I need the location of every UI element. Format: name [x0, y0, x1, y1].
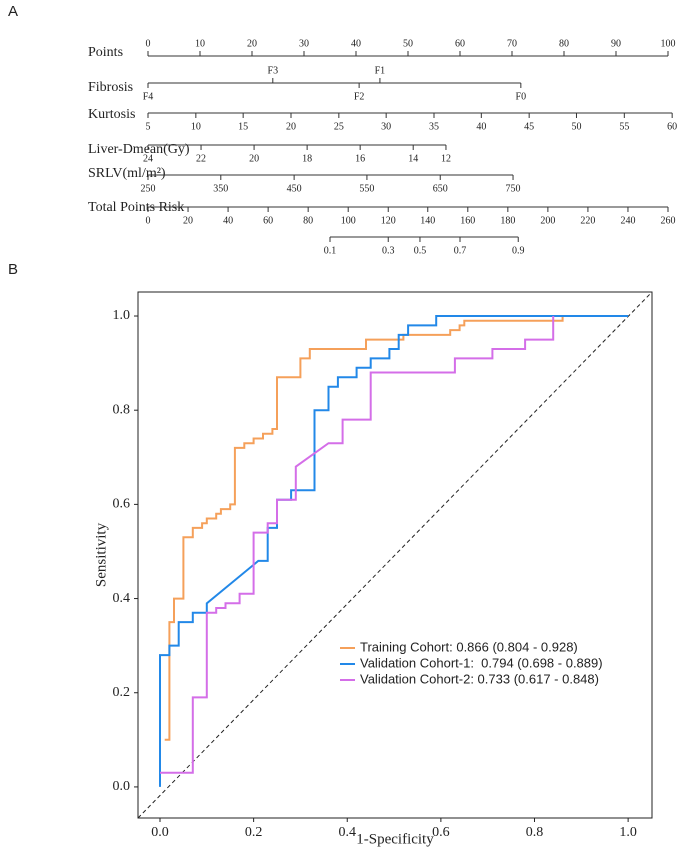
tick-label: 550	[359, 183, 374, 194]
y-tick-label: 0.8	[113, 402, 131, 417]
tick-label: F3	[268, 65, 279, 76]
y-tick-label: 1.0	[113, 308, 131, 323]
tick-label: 0.9	[512, 245, 525, 256]
y-tick-label: 0.4	[113, 591, 131, 606]
tick-label: 10	[195, 38, 205, 49]
row-name: Fibrosis	[88, 80, 133, 95]
y-tick-label: 0.2	[113, 685, 131, 700]
tick-label: 16	[355, 153, 365, 164]
plot-frame	[137, 291, 653, 819]
tick-label: 18	[302, 153, 312, 164]
tick-label: 650	[433, 183, 448, 194]
tick-label: 20	[247, 38, 257, 49]
tick-label: 450	[287, 183, 302, 194]
tick-label: 220	[580, 215, 595, 226]
tick-label: 14	[408, 153, 418, 164]
x-tick-label: 0.8	[526, 825, 544, 840]
tick-label: F0	[516, 91, 527, 102]
tick-label: 120	[381, 215, 396, 226]
tick-label: 260	[661, 215, 676, 226]
tick-label: 20	[249, 153, 259, 164]
y-axis-label: Sensitivity	[93, 522, 109, 587]
tick-label: 5	[146, 121, 151, 132]
tick-label: 90	[611, 38, 621, 49]
tick-label: 15	[238, 121, 248, 132]
tick-label: F4	[143, 91, 154, 102]
tick-label: 50	[571, 121, 581, 132]
tick-label: 0.1	[324, 245, 337, 256]
tick-label: 30	[381, 121, 391, 132]
row-name: SRLV(ml/m²)	[88, 166, 166, 181]
tick-label: 35	[429, 121, 439, 132]
x-tick-label: 1.0	[619, 825, 637, 840]
tick-label: 24	[143, 153, 153, 164]
x-tick-label: 0.6	[432, 825, 450, 840]
tick-label: 25	[334, 121, 344, 132]
tick-label: 180	[500, 215, 515, 226]
roc-curve	[159, 315, 629, 787]
tick-label: F1	[375, 65, 386, 76]
tick-label: 100	[341, 215, 356, 226]
y-tick-label: 0.6	[113, 497, 131, 512]
legend-label: Training Cohort: 0.866 (0.804 - 0.928)	[360, 639, 578, 654]
tick-label: 140	[420, 215, 435, 226]
row-name: Total Points Risk	[88, 200, 184, 215]
y-tick-label: 0.0	[113, 779, 131, 794]
tick-label: 60	[263, 215, 273, 226]
tick-label: 55	[619, 121, 629, 132]
tick-label: 0	[146, 38, 151, 49]
tick-label: 45	[524, 121, 534, 132]
legend-label: Validation Cohort-1: 0.794 (0.698 - 0.88…	[360, 655, 603, 670]
legend-label: Validation Cohort-2: 0.733 (0.617 - 0.84…	[360, 671, 599, 686]
tick-label: 0.3	[382, 245, 395, 256]
tick-label: 20	[286, 121, 296, 132]
tick-label: 0	[146, 215, 151, 226]
tick-label: 100	[661, 38, 676, 49]
tick-label: 60	[455, 38, 465, 49]
tick-label: 80	[303, 215, 313, 226]
tick-label: 350	[213, 183, 228, 194]
roc-curve	[160, 316, 555, 774]
tick-label: 250	[141, 183, 156, 194]
tick-label: 40	[223, 215, 233, 226]
roc-curve	[164, 316, 564, 741]
tick-label: 0.5	[414, 245, 427, 256]
panel-label: A	[8, 3, 18, 20]
tick-label: 12	[441, 153, 451, 164]
x-axis-label: 1-Specificity	[356, 831, 434, 847]
tick-label: 30	[299, 38, 309, 49]
tick-label: F2	[354, 91, 365, 102]
tick-label: 20	[183, 215, 193, 226]
tick-label: 10	[191, 121, 201, 132]
tick-label: 70	[507, 38, 517, 49]
tick-label: 240	[620, 215, 635, 226]
tick-label: 60	[667, 121, 677, 132]
tick-label: 750	[506, 183, 521, 194]
tick-label: 80	[559, 38, 569, 49]
tick-label: 40	[351, 38, 361, 49]
tick-label: 22	[196, 153, 206, 164]
tick-label: 160	[460, 215, 475, 226]
x-tick-label: 0.2	[245, 825, 263, 840]
tick-label: 0.7	[454, 245, 467, 256]
row-name: Liver-Dmean(Gy)	[88, 142, 190, 157]
row-name: Points	[88, 45, 123, 60]
panel-label: B	[8, 261, 18, 278]
tick-label: 50	[403, 38, 413, 49]
x-tick-label: 0.4	[339, 825, 357, 840]
tick-label: 200	[540, 215, 555, 226]
row-name: Kurtosis	[88, 107, 135, 122]
reference-diagonal	[137, 291, 653, 819]
tick-label: 40	[476, 121, 486, 132]
x-tick-label: 0.0	[151, 825, 169, 840]
